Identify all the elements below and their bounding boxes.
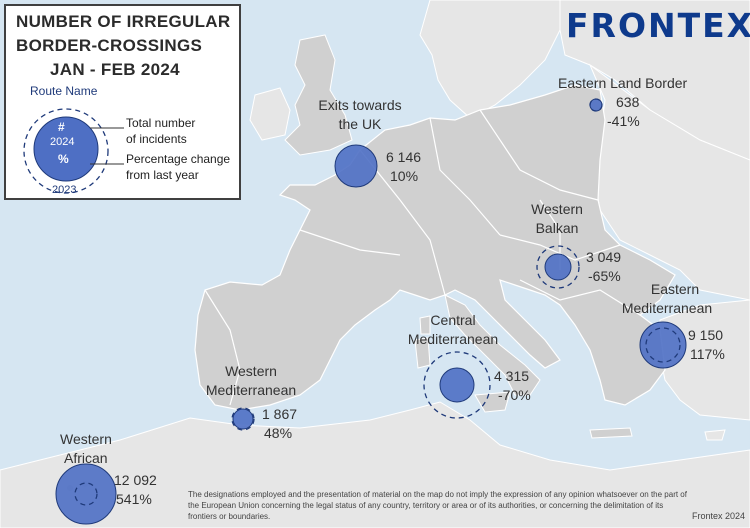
route-uk-count: 6 146 — [386, 149, 422, 165]
route-western-med-bubble-2024 — [232, 408, 254, 430]
route-western-balkan-name-2: Balkan — [535, 220, 579, 236]
route-eastern-med-ring-2023 — [645, 327, 681, 363]
route-uk-name-1: Exits towards — [318, 97, 402, 113]
legend-symbol — [23, 108, 124, 194]
legend-total-label-2: of incidents — [126, 132, 187, 146]
frontex-logo: FRONTEX — [566, 6, 750, 45]
route-uk-name-2: the UK — [338, 116, 382, 132]
route-eastern-med-count: 9 150 — [688, 327, 724, 343]
route-central-med-ring-2023 — [423, 351, 491, 419]
legend-prev-year: 2023 — [52, 184, 77, 196]
route-eastern-land-name: Eastern Land Border — [558, 75, 688, 91]
route-western-balkan-bubble-2024 — [544, 253, 572, 281]
route-western-balkan-name-1: Western — [531, 201, 583, 217]
route-western-med-name-2: Mediterranean — [205, 382, 297, 398]
land-sicily — [474, 391, 511, 413]
route-western-balkan-count: 3 049 — [586, 249, 622, 265]
route-western-african-ring-2023 — [74, 482, 98, 506]
route-western-african-count: 12 092 — [114, 472, 157, 488]
route-western-med-name-1: Western — [225, 363, 277, 379]
route-eastern-med-name-1: Eastern — [650, 281, 700, 297]
route-central-med-count: 4 315 — [494, 368, 530, 384]
route-uk-bubble-2024 — [334, 144, 378, 188]
land-north-africa — [0, 401, 750, 528]
land-italy — [444, 294, 541, 396]
route-western-african-name-1: Western — [60, 431, 112, 447]
route-western-balkan-ring-2023 — [536, 245, 580, 289]
land-sardinia — [414, 337, 431, 369]
legend-pct-label-2: from last year — [126, 168, 199, 182]
route-central-med-change: -70% — [498, 387, 531, 403]
route-uk-change: 10% — [390, 168, 419, 184]
land-crete — [589, 427, 633, 439]
credit: Frontex 2024 — [692, 511, 746, 521]
route-western-med-change: 48% — [264, 425, 293, 441]
route-western-african-change: 541% — [116, 491, 152, 507]
legend-pct-label-1: Percentage change — [126, 152, 231, 166]
land-ireland — [249, 87, 291, 141]
legend-current-circle — [33, 116, 99, 182]
legend-prev-year-ring — [23, 108, 109, 194]
route-eastern-med-name-2: Mediterranean — [621, 300, 713, 316]
title-line-1: NUMBER OF IRREGULAR — [16, 12, 231, 31]
legend-year: 2024 — [50, 136, 75, 148]
route-western-med-count: 1 867 — [262, 406, 298, 422]
route-western-african-name-2: African — [64, 450, 108, 466]
route-eastern-med-bubble-2024 — [639, 321, 687, 369]
land-cyprus — [704, 429, 726, 441]
title-line-3: JAN - FEB 2024 — [50, 60, 180, 79]
disclaimer: The designations employed and the presen… — [188, 490, 687, 521]
route-western-african-bubble-2024 — [55, 463, 117, 525]
route-eastern-land-count: 638 — [616, 94, 640, 110]
legend-box: NUMBER OF IRREGULAR BORDER-CROSSINGS JAN… — [4, 4, 241, 200]
title-line-2: BORDER-CROSSINGS — [16, 36, 203, 55]
legend-pct: % — [58, 152, 69, 166]
legend-total-label-1: Total number — [126, 116, 196, 130]
route-central-med-bubble-2024 — [439, 367, 475, 403]
route-western-balkan-change: -65% — [588, 268, 621, 284]
legend-hash: # — [58, 120, 65, 134]
route-eastern-land-change: -41% — [607, 113, 640, 129]
land-finland-russia-north — [559, 0, 750, 161]
route-eastern-med-change: 117% — [690, 346, 725, 362]
land-corsica — [419, 315, 431, 335]
route-eastern-land-ring-2023 — [589, 98, 603, 112]
land-great-britain — [284, 34, 353, 156]
country-borders — [204, 109, 641, 406]
route-central-med-name-2: Mediterranean — [407, 331, 499, 347]
route-western-med-ring-2023 — [231, 407, 255, 431]
legend-route-name: Route Name — [30, 84, 98, 98]
route-central-med-name-1: Central — [430, 312, 476, 328]
